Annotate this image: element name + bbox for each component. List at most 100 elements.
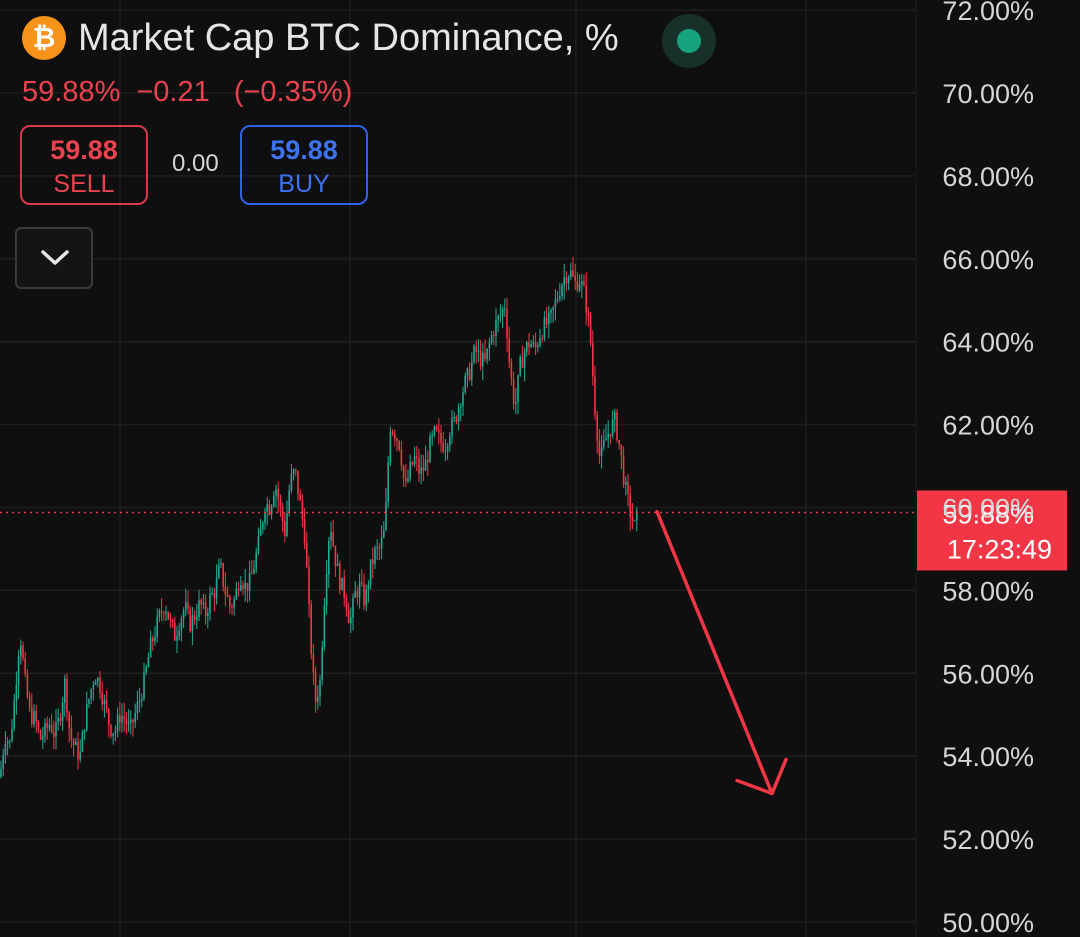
candle-up [127, 722, 130, 724]
candle-up [389, 431, 392, 463]
y-tick-label: 58.00% [942, 576, 1034, 606]
bitcoin-icon[interactable]: ₿ [22, 16, 66, 60]
candle-up [218, 564, 220, 578]
candle-up [75, 741, 77, 746]
candle-up [211, 592, 213, 595]
candle-up [457, 407, 460, 422]
market-status-indicator[interactable] [662, 14, 716, 68]
candle-up [561, 285, 563, 296]
y-tick-label: 68.00% [942, 162, 1034, 192]
candle-down [402, 465, 405, 478]
candle-down [440, 432, 442, 443]
candle-up [158, 611, 161, 617]
candle-up [81, 732, 84, 752]
candle-down [160, 611, 163, 613]
candle-down [169, 619, 172, 621]
candle-down [594, 376, 596, 415]
candle-up [114, 731, 117, 734]
candle-up [13, 700, 15, 729]
candle-up [180, 618, 183, 631]
candle-down [72, 739, 75, 746]
candle-down [24, 658, 26, 674]
candle-up [385, 502, 387, 530]
buy-button[interactable]: 59.88 BUY [240, 125, 368, 205]
candle-down [521, 357, 524, 368]
candle-down [59, 717, 62, 721]
candle-up [97, 677, 99, 682]
candle-up [42, 736, 44, 740]
candle-down [592, 343, 594, 377]
collapse-button[interactable] [15, 227, 93, 289]
candle-down [268, 504, 271, 515]
candle-down [125, 719, 128, 724]
candle-up [255, 552, 257, 570]
chart-overlay: 59.88% 17:23:49 [0, 490, 1067, 796]
candle-down [99, 677, 101, 694]
candle-down [110, 724, 112, 736]
candle-down [187, 602, 189, 609]
candle-up [556, 298, 559, 300]
candle-down [574, 276, 576, 282]
candle-down [37, 721, 40, 731]
candle-up [92, 684, 95, 690]
candle-down [411, 462, 414, 465]
candle-up [367, 584, 370, 590]
candle-down [493, 335, 495, 337]
trend-arrow-line[interactable] [655, 509, 774, 796]
candle-down [284, 521, 286, 536]
candle-up [413, 456, 416, 465]
market-open-dot-icon [677, 29, 701, 53]
candle-down [105, 699, 108, 710]
candle-down [416, 456, 418, 459]
candle-up [554, 299, 557, 308]
candle-up [352, 597, 354, 618]
candle-down [479, 350, 482, 367]
candle-up [145, 667, 147, 673]
candle-down [281, 506, 284, 522]
candle-up [86, 703, 88, 730]
candle-up [48, 724, 51, 728]
candle-down [334, 545, 337, 567]
symbol-title[interactable]: Market Cap BTC Dominance, % [78, 16, 619, 59]
candle-up [103, 699, 106, 705]
candle-up [446, 445, 449, 451]
candle-up [424, 459, 427, 471]
candle-down [277, 489, 279, 500]
current-price-badge [917, 490, 1067, 571]
candle-down [46, 722, 48, 728]
sell-button[interactable]: 59.88 SELL [20, 125, 148, 205]
candle-down [77, 741, 79, 760]
candle-up [376, 547, 378, 549]
candle-up [581, 281, 583, 285]
candle-down [50, 724, 53, 732]
candle-up [523, 351, 526, 368]
candle-up [563, 277, 565, 286]
candle-down [565, 277, 568, 284]
y-tick-label: 54.00% [942, 742, 1034, 772]
candle-up [83, 729, 86, 733]
candle-up [537, 345, 539, 348]
candle-down [455, 416, 458, 422]
candle-up [407, 478, 409, 482]
candle-down [101, 693, 103, 705]
candle-down [123, 716, 125, 720]
candle-down [314, 672, 317, 702]
candle-down [475, 346, 477, 352]
candle-down [585, 285, 587, 313]
candle-up [486, 348, 488, 360]
candle-up [9, 740, 11, 742]
y-tick-label: 64.00% [942, 328, 1034, 358]
candle-down [627, 481, 629, 495]
candle-up [462, 392, 464, 407]
candle-down [297, 470, 299, 495]
candle-up [578, 284, 581, 291]
candle-down [576, 281, 579, 291]
candle-down [310, 604, 312, 654]
candle-up [543, 317, 546, 339]
candle-down [200, 599, 202, 605]
candle-up [611, 419, 614, 437]
candle-up [429, 436, 431, 462]
candle-up [176, 636, 178, 641]
candle-down [163, 612, 165, 614]
